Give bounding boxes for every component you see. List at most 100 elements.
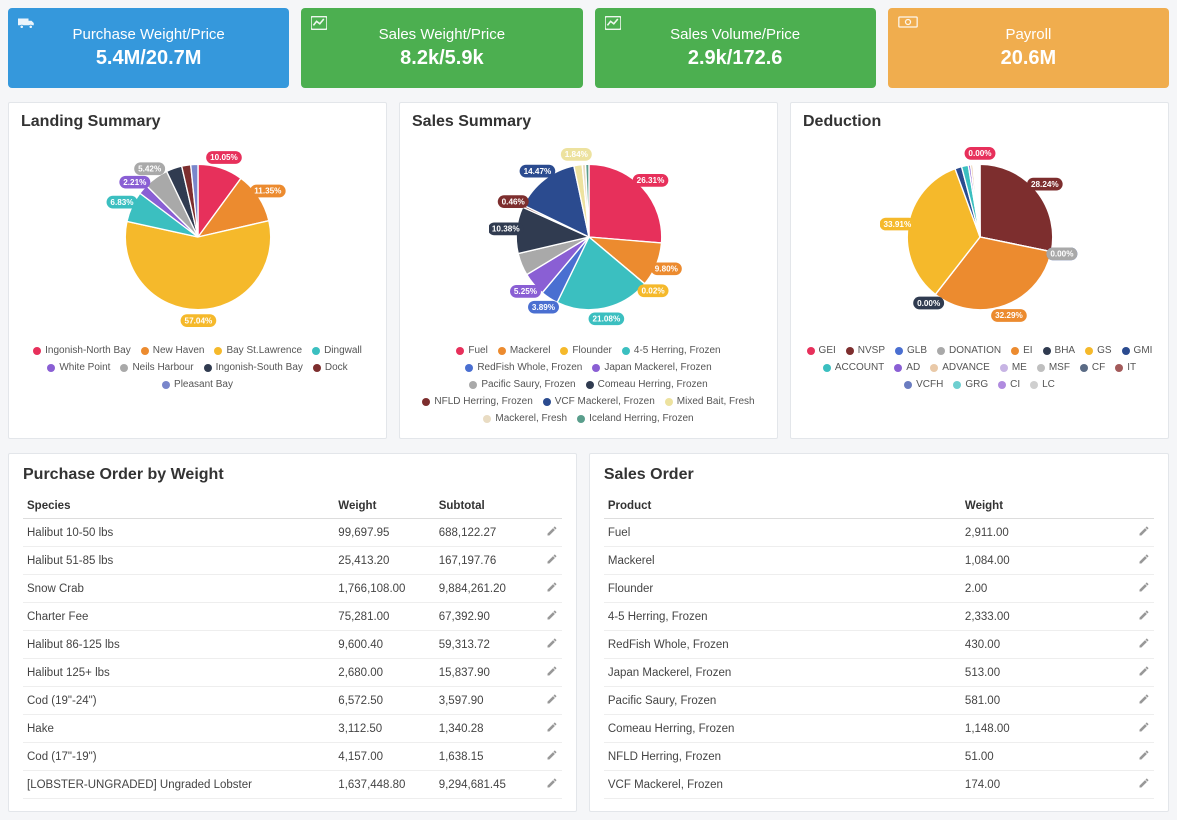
edit-icon[interactable] xyxy=(1138,528,1150,540)
legend-item[interactable]: Pacific Saury, Frozen xyxy=(469,379,575,390)
legend-item[interactable]: Fuel xyxy=(456,345,487,356)
legend-item[interactable]: Mixed Bait, Fresh xyxy=(665,396,755,407)
legend-item[interactable]: RedFish Whole, Frozen xyxy=(465,362,582,373)
edit-icon[interactable] xyxy=(1138,668,1150,680)
edit-icon[interactable] xyxy=(546,668,558,680)
legend-item[interactable]: IT xyxy=(1115,362,1136,373)
legend-label: VCFH xyxy=(916,379,943,390)
legend-item[interactable]: Japan Mackerel, Frozen xyxy=(592,362,711,373)
edit-icon[interactable] xyxy=(546,780,558,792)
legend-label: Mixed Bait, Fresh xyxy=(677,396,755,407)
pie-callout: 3.89% xyxy=(531,303,555,312)
stat-title: Sales Volume/Price xyxy=(607,26,864,43)
edit-icon[interactable] xyxy=(1138,556,1150,568)
legend-item[interactable]: NVSP xyxy=(846,345,885,356)
edit-icon[interactable] xyxy=(1138,752,1150,764)
edit-icon[interactable] xyxy=(1138,612,1150,624)
legend-item[interactable]: GRG xyxy=(953,379,988,390)
column-header xyxy=(1101,494,1154,519)
legend-swatch xyxy=(465,364,473,372)
legend-swatch xyxy=(47,364,55,372)
edit-icon[interactable] xyxy=(1138,696,1150,708)
edit-icon[interactable] xyxy=(546,752,558,764)
legend-swatch xyxy=(1085,347,1093,355)
legend-item[interactable]: Mackerel, Fresh xyxy=(483,413,567,424)
legend-item[interactable]: VCF Mackerel, Frozen xyxy=(543,396,655,407)
legend-swatch xyxy=(846,347,854,355)
legend-item[interactable]: GMI xyxy=(1122,345,1153,356)
legend-label: ACCOUNT xyxy=(835,362,884,373)
edit-icon[interactable] xyxy=(546,724,558,736)
table-cell: 6,572.50 xyxy=(334,687,434,715)
legend-item[interactable]: Comeau Herring, Frozen xyxy=(586,379,708,390)
legend-swatch xyxy=(469,381,477,389)
edit-icon[interactable] xyxy=(546,612,558,624)
pie-callout: 6.83% xyxy=(110,198,134,207)
legend-item[interactable]: CF xyxy=(1080,362,1105,373)
legend-item[interactable]: ADVANCE xyxy=(930,362,990,373)
table-cell: Halibut 125+ lbs xyxy=(23,659,334,687)
table-cell: 2.00 xyxy=(961,575,1101,603)
legend-label: LC xyxy=(1042,379,1055,390)
legend-label: Pacific Saury, Frozen xyxy=(481,379,575,390)
edit-icon[interactable] xyxy=(546,584,558,596)
legend-item[interactable]: Iceland Herring, Frozen xyxy=(577,413,694,424)
legend-item[interactable]: VCFH xyxy=(904,379,943,390)
edit-icon[interactable] xyxy=(1138,724,1150,736)
legend-swatch xyxy=(313,364,321,372)
legend-item[interactable]: Dock xyxy=(313,362,348,373)
legend-item[interactable]: LC xyxy=(1030,379,1055,390)
table-cell: 1,637,448.80 xyxy=(334,771,434,799)
sales-legend: Fuel Mackerel Flounder 4-5 Herring, Frozen R… xyxy=(412,345,765,424)
edit-icon[interactable] xyxy=(1138,780,1150,792)
legend-item[interactable]: ME xyxy=(1000,362,1027,373)
edit-icon[interactable] xyxy=(546,528,558,540)
stat-card-0[interactable]: Purchase Weight/Price5.4M/20.7M xyxy=(8,8,289,88)
pie-callout: 26.31% xyxy=(636,176,664,185)
legend-item[interactable]: ACCOUNT xyxy=(823,362,884,373)
legend-swatch xyxy=(1000,364,1008,372)
legend-item[interactable]: NFLD Herring, Frozen xyxy=(422,396,532,407)
edit-icon[interactable] xyxy=(1138,640,1150,652)
stat-card-2[interactable]: Sales Volume/Price 2.9k/172.6 xyxy=(595,8,876,88)
edit-icon[interactable] xyxy=(546,696,558,708)
legend-item[interactable]: Pleasant Bay xyxy=(162,379,233,390)
legend-label: GLB xyxy=(907,345,927,356)
legend-label: Mackerel, Fresh xyxy=(495,413,567,424)
legend-item[interactable]: MSF xyxy=(1037,362,1070,373)
legend-label: GMI xyxy=(1134,345,1153,356)
legend-item[interactable]: GLB xyxy=(895,345,927,356)
pie-callout: 5.25% xyxy=(513,287,537,296)
stat-value: 2.9k/172.6 xyxy=(607,47,864,70)
legend-item[interactable]: Ingonish-South Bay xyxy=(204,362,303,373)
legend-item[interactable]: Dingwall xyxy=(312,345,362,356)
table-cell: 2,333.00 xyxy=(961,603,1101,631)
legend-item[interactable]: GEI xyxy=(807,345,836,356)
legend-item[interactable]: New Haven xyxy=(141,345,205,356)
legend-item[interactable]: Bay St.Lawrence xyxy=(214,345,302,356)
edit-icon[interactable] xyxy=(1138,584,1150,596)
legend-swatch xyxy=(895,347,903,355)
legend-item[interactable]: Flounder xyxy=(560,345,611,356)
legend-item[interactable]: EI xyxy=(1011,345,1032,356)
edit-icon[interactable] xyxy=(546,556,558,568)
legend-item[interactable]: Mackerel xyxy=(498,345,551,356)
stat-card-1[interactable]: Sales Weight/Price8.2k/5.9k xyxy=(301,8,582,88)
edit-icon[interactable] xyxy=(546,640,558,652)
legend-item[interactable]: Neils Harbour xyxy=(120,362,193,373)
legend-item[interactable]: White Point xyxy=(47,362,110,373)
legend-item[interactable]: DONATION xyxy=(937,345,1001,356)
table-row: Japan Mackerel, Frozen513.00 xyxy=(604,659,1154,687)
stat-card-3[interactable]: Payroll20.6M xyxy=(888,8,1169,88)
pie-callout: 28.24% xyxy=(1030,180,1058,189)
deduction-title: Deduction xyxy=(803,113,1156,131)
legend-swatch xyxy=(1030,381,1038,389)
legend-item[interactable]: 4-5 Herring, Frozen xyxy=(622,345,721,356)
legend-label: Ingonish-South Bay xyxy=(216,362,303,373)
legend-item[interactable]: AD xyxy=(894,362,920,373)
legend-item[interactable]: CI xyxy=(998,379,1020,390)
legend-item[interactable]: GS xyxy=(1085,345,1111,356)
legend-item[interactable]: BHA xyxy=(1043,345,1076,356)
legend-swatch xyxy=(1043,347,1051,355)
legend-item[interactable]: Ingonish-North Bay xyxy=(33,345,131,356)
